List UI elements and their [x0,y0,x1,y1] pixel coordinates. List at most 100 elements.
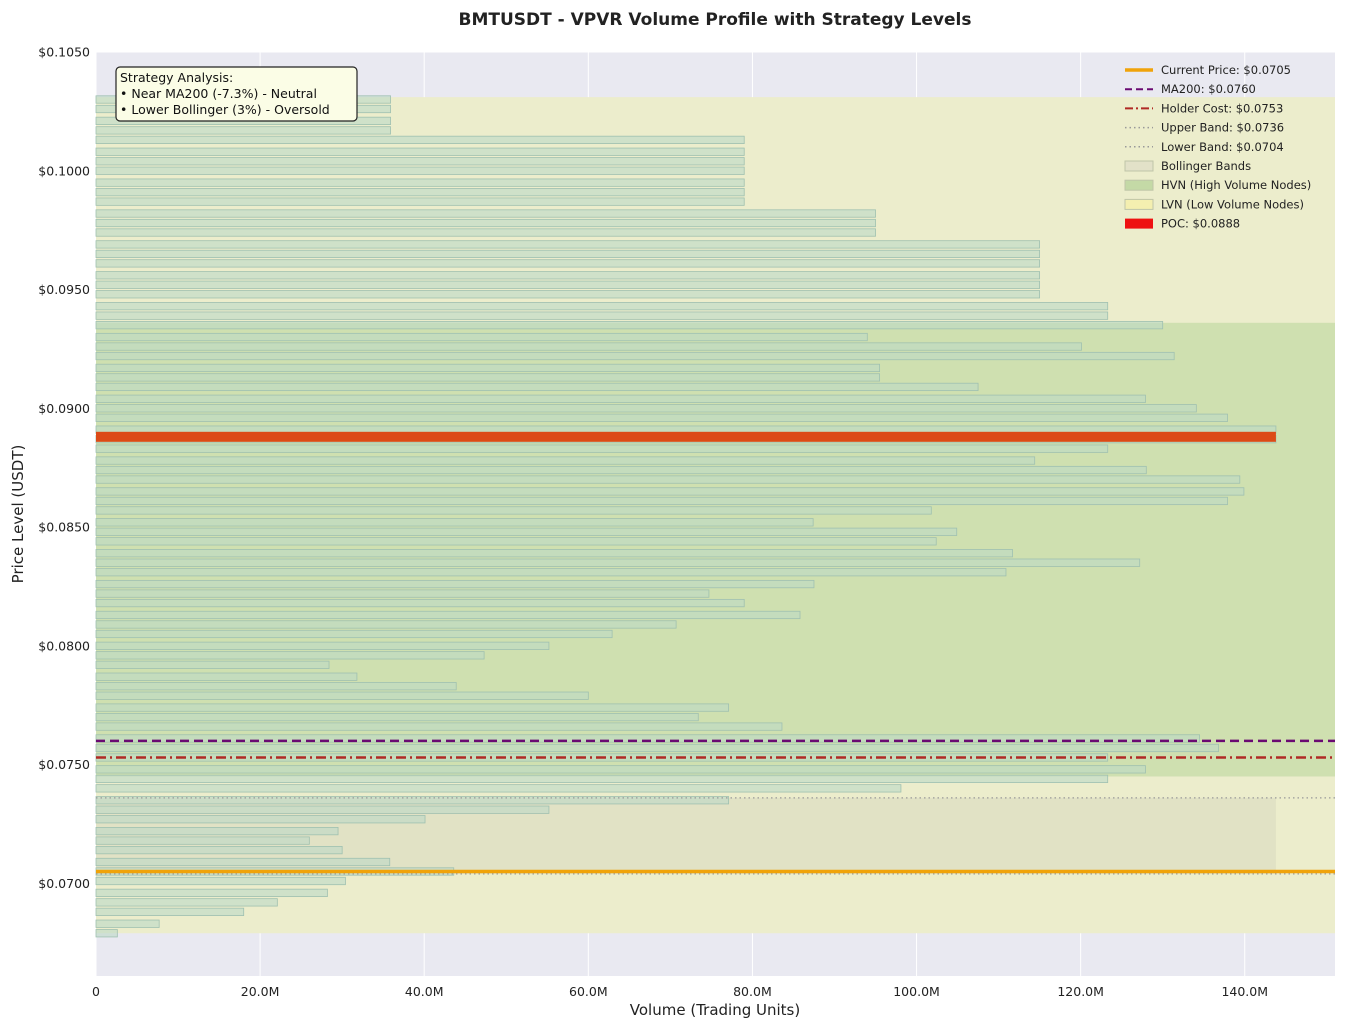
x-tick-label: 100.0M [893,984,940,999]
legend-label-lower: Lower Band: $0.0704 [1161,140,1284,154]
annotation-box [115,66,358,122]
legend-label-upper: Upper Band: $0.0736 [1161,121,1284,135]
legend: Current Price: $0.0705 MA200: $0.0760 Hold… [1124,63,1311,231]
volume-bar-34 [95,579,815,589]
y-axis-ticks: $0.0700 $0.0750 $0.0800 $0.0850 $0.0900 $0.09… [38,45,90,891]
volume-bar-11 [95,815,426,824]
volume-bar-27 [95,651,485,660]
volume-bar-1 [95,919,160,928]
volume-bar-13 [95,796,730,805]
legend-label-boll: Bollinger Bands [1161,159,1251,173]
volume-bar-3 [95,898,278,907]
volume-bar-18 [95,743,1219,753]
volume-bar-78 [95,126,391,135]
legend-swatch-poc [1125,218,1153,229]
x-tick-label: 20.0M [241,984,280,999]
x-tick-label: 80.0M [733,984,772,999]
annotation-line: Strategy Analysis: [120,70,233,85]
volume-bar-21 [95,712,699,722]
volume-bar-20 [95,722,783,731]
volume-bar-8 [95,846,343,855]
volume-bar-25 [95,672,358,681]
volume-bar-42 [95,496,1228,506]
volume-bar-62 [95,290,1041,299]
volume-bar-5 [95,876,346,886]
y-tick-label: $0.0700 [38,876,90,891]
volume-bar-12 [95,805,550,814]
volume-bar-10 [95,826,339,836]
volume-bar-73 [95,178,745,187]
annotation-line: • Near MA200 (-7.3%) - Neutral [120,86,317,101]
volume-bar-65 [95,259,1041,268]
volume-bar-16 [95,765,1146,774]
volume-bar-4 [95,888,328,897]
volume-bar-75 [95,157,745,166]
volume-bar-23 [95,691,589,700]
x-tick-label: 0 [92,984,100,999]
volume-bar-36 [95,558,1141,567]
volume-bar-33 [95,589,710,598]
y-tick-label: $0.1050 [38,45,90,60]
volume-bar-56 [95,351,1175,361]
y-axis-label: Price Level (USDT) [9,445,27,584]
legend-label-holder: Holder Cost: $0.0753 [1161,101,1283,115]
volume-bar-46 [95,456,1036,465]
volume-bar-30 [95,620,677,629]
volume-bar-60 [95,311,1109,320]
chart-title: BMTUSDT - VPVR Volume Profile with Strat… [459,10,972,30]
volume-bar-37 [95,549,1013,558]
y-tick-label: $0.0900 [38,401,90,416]
x-tick-label: 40.0M [405,984,444,999]
volume-bar-14 [95,784,902,793]
volume-bar-47 [95,444,1109,453]
strategy-analysis-box: Strategy Analysis:• Near MA200 (-7.3%) -… [115,66,358,122]
volume-bar-71 [95,197,745,206]
volume-bar-69 [95,218,876,228]
x-tick-label: 60.0M [569,984,608,999]
volume-bar-19 [95,734,1201,743]
x-tick-label: 140.0M [1221,984,1268,999]
volume-bar-41 [95,506,932,515]
volume-bar-67 [95,240,1041,249]
volume-bar-26 [95,660,330,669]
volume-bar-39 [95,527,958,536]
volume-bar-53 [95,382,979,392]
volume-bar-9 [95,836,310,845]
volume-bar-45 [95,465,1147,475]
volume-bar-31 [95,610,801,620]
annotation-line: • Lower Bollinger (3%) - Oversold [120,102,330,117]
volume-bar-77 [95,135,745,144]
volume-bar-50 [95,413,1228,422]
legend-label-hvn: HVN (High Volume Nodes) [1161,178,1311,192]
legend-swatch-hvn [1124,179,1154,191]
volume-bar-35 [95,568,1007,577]
y-tick-label: $0.0850 [38,520,90,535]
y-tick-label: $0.1000 [38,163,90,178]
volume-bar-29 [95,629,613,639]
volume-bar-64 [95,271,1041,280]
volume-bar-72 [95,188,745,197]
volume-bar-32 [95,598,745,608]
volume-bar-76 [95,147,745,156]
volume-bar-68 [95,228,876,237]
volume-bar-7 [95,857,391,867]
volume-bar-55 [95,363,881,373]
volume-bar-40 [95,518,814,527]
volume-bar-44 [95,475,1241,484]
volume-bar-54 [95,373,881,382]
y-tick-label: $0.0750 [38,757,90,772]
volume-bar-66 [95,249,1041,259]
legend-label-poc: POC: $0.0888 [1161,217,1240,231]
volume-bar-57 [95,342,1082,351]
volume-bar-15 [95,774,1109,783]
volume-bar-61 [95,302,1109,311]
volume-bar-63 [95,280,1041,289]
x-tick-label: 120.0M [1057,984,1104,999]
strategy-levels [96,739,1335,875]
volume-bar-2 [95,907,245,916]
legend-label-current: Current Price: $0.0705 [1161,63,1291,77]
volume-bar-38 [95,537,937,546]
poc-bar [96,431,1276,442]
volume-bar-22 [95,703,730,712]
